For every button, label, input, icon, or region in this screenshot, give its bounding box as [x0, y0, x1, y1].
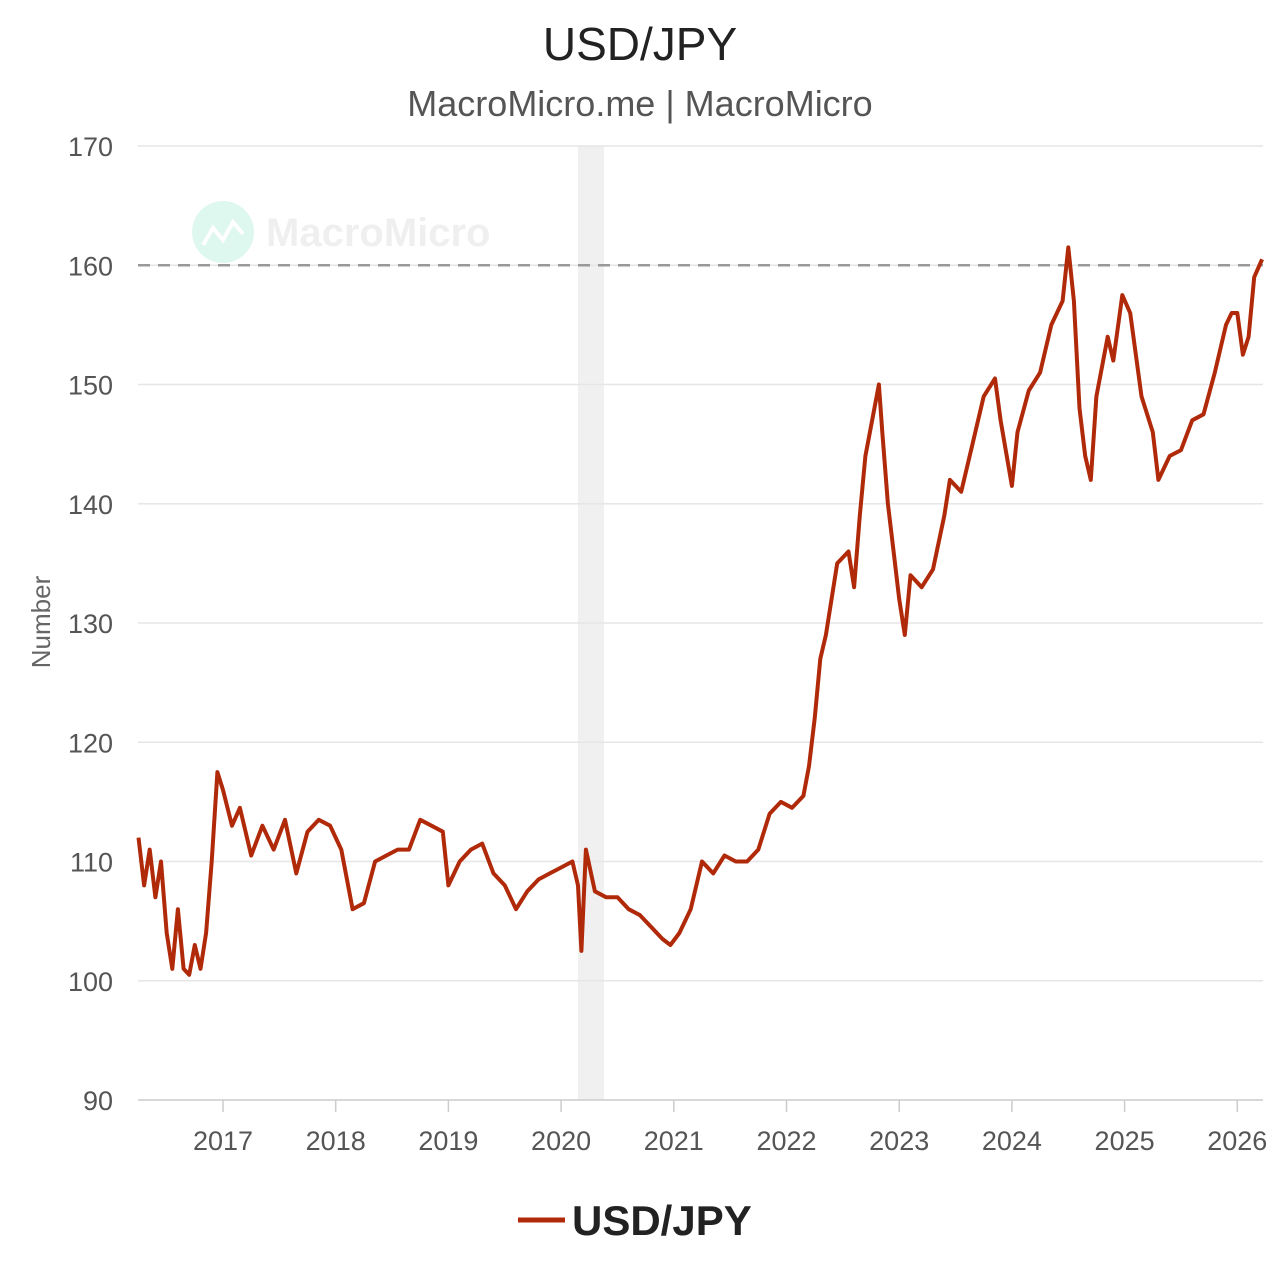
x-tick-label: 2023	[869, 1126, 929, 1156]
x-tick-label: 2026	[1207, 1126, 1267, 1156]
watermark-logo-icon	[192, 201, 254, 263]
x-tick-label: 2021	[644, 1126, 704, 1156]
x-axis: 2017 2018 2019 2020 2021 2022 2023 2024 2025 2026	[193, 1100, 1267, 1156]
y-tick-label: 140	[68, 490, 113, 520]
y-tick-label: 130	[68, 609, 113, 639]
y-axis-label: Number	[26, 575, 56, 668]
chart-title: USD/JPY	[543, 18, 737, 70]
x-tick-label: 2020	[531, 1126, 591, 1156]
y-tick-label: 170	[68, 132, 113, 162]
x-tick-label: 2017	[193, 1126, 253, 1156]
y-tick-label: 150	[68, 371, 113, 401]
y-tick-label: 90	[83, 1086, 113, 1116]
x-tick-label: 2024	[982, 1126, 1042, 1156]
y-axis: 90 100 110 120 130 140 150 160 170	[68, 132, 113, 1116]
grid-lines	[138, 145, 1263, 1101]
x-tick-label: 2025	[1095, 1126, 1155, 1156]
y-tick-label: 160	[68, 251, 113, 281]
x-tick-label: 2022	[756, 1126, 816, 1156]
series-line-usd-jpy	[136, 245, 1264, 977]
y-tick-label: 100	[68, 967, 113, 997]
x-tick-label: 2019	[418, 1126, 478, 1156]
legend-label: USD/JPY	[572, 1197, 752, 1244]
y-tick-label: 110	[70, 848, 113, 878]
legend[interactable]: USD/JPY	[518, 1197, 752, 1244]
y-tick-label: 120	[68, 728, 113, 758]
watermark: MacroMicro	[192, 201, 491, 263]
watermark-chart-icon	[201, 218, 245, 247]
watermark-text: MacroMicro	[266, 211, 491, 255]
chart-subtitle: MacroMicro.me | MacroMicro	[407, 83, 872, 124]
x-tick-label: 2018	[306, 1126, 366, 1156]
